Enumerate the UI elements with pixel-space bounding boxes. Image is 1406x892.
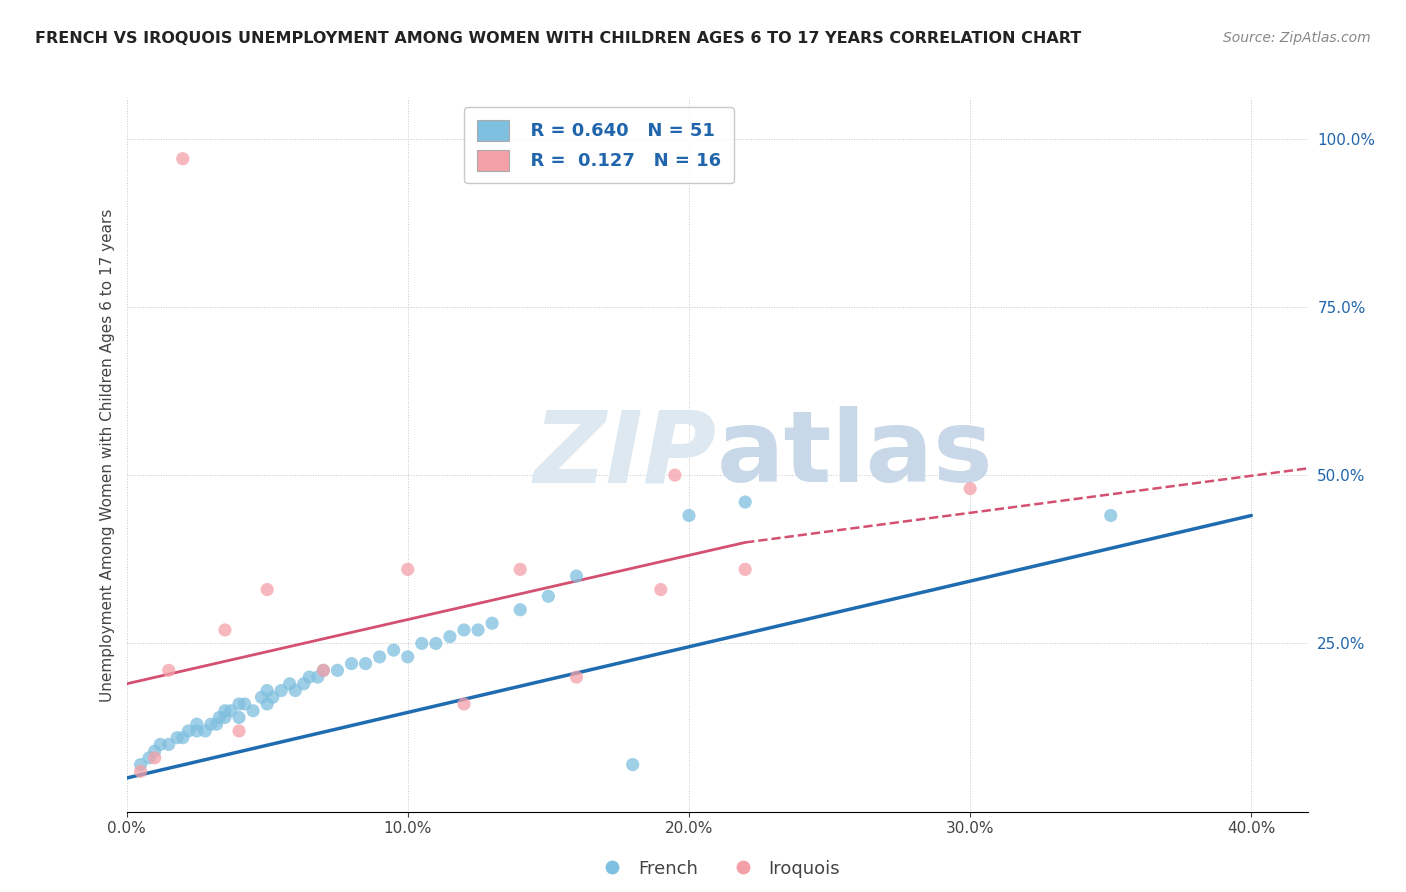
Point xyxy=(467,623,489,637)
Point xyxy=(284,683,307,698)
Point xyxy=(959,482,981,496)
Point xyxy=(138,751,160,765)
Text: atlas: atlas xyxy=(717,407,994,503)
Point xyxy=(219,704,242,718)
Point xyxy=(650,582,672,597)
Point xyxy=(186,717,208,731)
Point xyxy=(143,751,166,765)
Point xyxy=(565,569,588,583)
Point xyxy=(270,683,292,698)
Point xyxy=(326,664,349,678)
Point xyxy=(307,670,329,684)
Point xyxy=(396,562,419,576)
Point xyxy=(396,649,419,664)
Point xyxy=(228,710,250,724)
Point xyxy=(186,723,208,738)
Point xyxy=(453,697,475,711)
Point xyxy=(734,495,756,509)
Point xyxy=(214,704,236,718)
Point xyxy=(621,757,644,772)
Point xyxy=(509,603,531,617)
Point xyxy=(537,589,560,603)
Y-axis label: Unemployment Among Women with Children Ages 6 to 17 years: Unemployment Among Women with Children A… xyxy=(100,208,115,702)
Point xyxy=(256,582,278,597)
Point xyxy=(382,643,405,657)
Point xyxy=(298,670,321,684)
Point xyxy=(157,664,180,678)
Point xyxy=(312,664,335,678)
Point xyxy=(194,723,217,738)
Point xyxy=(664,468,686,483)
Point xyxy=(129,764,152,779)
Point xyxy=(509,562,531,576)
Point xyxy=(205,717,228,731)
Point xyxy=(425,636,447,650)
Point xyxy=(565,670,588,684)
Point xyxy=(166,731,188,745)
Point xyxy=(256,683,278,698)
Point xyxy=(242,704,264,718)
Point xyxy=(312,664,335,678)
Point xyxy=(262,690,284,705)
Point xyxy=(292,677,315,691)
Legend: French, Iroquois: French, Iroquois xyxy=(588,853,846,885)
Point xyxy=(453,623,475,637)
Text: FRENCH VS IROQUOIS UNEMPLOYMENT AMONG WOMEN WITH CHILDREN AGES 6 TO 17 YEARS COR: FRENCH VS IROQUOIS UNEMPLOYMENT AMONG WO… xyxy=(35,31,1081,46)
Point xyxy=(439,630,461,644)
Point xyxy=(177,723,200,738)
Point xyxy=(172,152,194,166)
Point xyxy=(233,697,256,711)
Point xyxy=(354,657,377,671)
Point xyxy=(481,616,503,631)
Point xyxy=(256,697,278,711)
Point xyxy=(157,738,180,752)
Point xyxy=(340,657,363,671)
Point xyxy=(250,690,273,705)
Point xyxy=(678,508,700,523)
Point xyxy=(143,744,166,758)
Point xyxy=(129,757,152,772)
Point xyxy=(214,623,236,637)
Point xyxy=(278,677,301,691)
Point xyxy=(172,731,194,745)
Point xyxy=(1099,508,1122,523)
Point xyxy=(734,562,756,576)
Point xyxy=(368,649,391,664)
Point xyxy=(149,738,172,752)
Point xyxy=(228,723,250,738)
Point xyxy=(214,710,236,724)
Point xyxy=(200,717,222,731)
Point xyxy=(228,697,250,711)
Point xyxy=(208,710,231,724)
Text: ZIP: ZIP xyxy=(534,407,717,503)
Point xyxy=(411,636,433,650)
Text: Source: ZipAtlas.com: Source: ZipAtlas.com xyxy=(1223,31,1371,45)
